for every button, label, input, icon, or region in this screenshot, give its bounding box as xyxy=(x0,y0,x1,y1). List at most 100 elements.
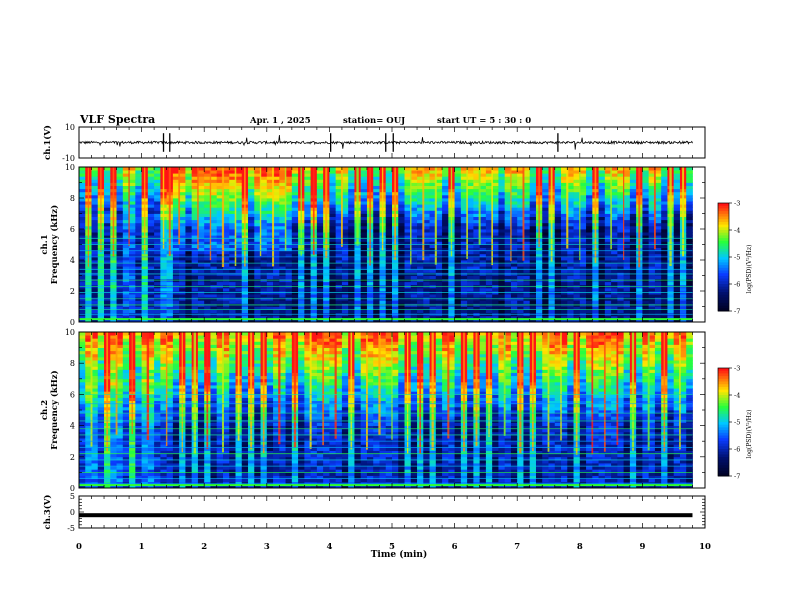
psd-cell xyxy=(404,260,412,264)
psd-cell xyxy=(661,204,668,208)
psd-cell xyxy=(498,281,506,286)
psd-cell xyxy=(673,213,681,217)
psd-cell xyxy=(586,222,593,227)
psd-cell xyxy=(573,198,581,202)
psd-cell xyxy=(204,232,211,236)
psd-cell xyxy=(548,260,556,264)
psd-cell xyxy=(222,294,230,298)
psd-cell xyxy=(229,225,236,230)
psd-cell xyxy=(542,266,549,270)
psd-cell xyxy=(229,216,236,221)
psd-cell xyxy=(398,253,405,258)
psd-cell xyxy=(291,207,299,211)
psd-cell xyxy=(154,238,161,242)
psd-cell xyxy=(673,232,681,236)
psd-cell xyxy=(417,191,424,196)
psd-cell xyxy=(348,235,355,239)
psd-cell xyxy=(129,222,136,227)
psd-cell xyxy=(510,294,518,298)
psd-cell xyxy=(379,260,387,264)
psd-cell xyxy=(210,235,218,239)
psd-cell xyxy=(586,185,593,190)
psd-cell xyxy=(348,263,355,267)
psd-cell xyxy=(485,294,493,298)
psd-cell xyxy=(285,204,293,208)
psd-cell xyxy=(611,167,618,171)
psd-cell xyxy=(529,309,537,314)
psd-cell xyxy=(567,198,574,202)
psd-cell xyxy=(423,198,430,202)
psd-cell xyxy=(435,216,443,221)
psd-cell xyxy=(523,318,531,323)
psd-cell xyxy=(598,238,606,242)
psd-cell xyxy=(229,287,236,292)
psd-cell xyxy=(210,198,218,202)
psd-cell xyxy=(554,315,562,320)
psd-cell xyxy=(154,179,161,183)
psd-cell xyxy=(442,318,449,323)
psd-cell xyxy=(122,176,130,180)
psd-cell xyxy=(360,250,368,255)
psd-cell xyxy=(279,263,286,267)
psd-cell xyxy=(191,204,199,208)
psd-cell xyxy=(586,266,593,270)
psd-cell xyxy=(423,207,430,211)
psd-cell xyxy=(304,222,312,227)
psd-cell xyxy=(623,244,631,248)
psd-cell xyxy=(417,260,424,264)
psd-cell xyxy=(79,315,86,320)
psd-cell xyxy=(579,263,587,267)
psd-cell xyxy=(316,253,324,258)
psd-cell xyxy=(279,235,286,239)
psd-cell xyxy=(116,256,124,261)
psd-cell xyxy=(442,309,449,314)
psd-cell xyxy=(548,275,556,279)
psd-cell xyxy=(316,260,324,264)
psd-cell xyxy=(260,176,268,180)
psd-cell xyxy=(467,300,474,304)
psd-cell xyxy=(185,201,193,205)
psd-cell xyxy=(291,179,299,183)
psd-cell xyxy=(329,204,337,208)
psd-cell xyxy=(348,275,355,279)
psd-cell xyxy=(492,182,499,186)
psd-cell xyxy=(135,229,142,233)
psd-cell xyxy=(611,275,618,279)
psd-cell xyxy=(385,244,393,248)
psd-cell xyxy=(611,253,618,258)
psd-cell xyxy=(254,241,261,245)
psd-cell xyxy=(172,263,180,267)
psd-cell xyxy=(529,247,537,252)
psd-cell xyxy=(442,300,449,304)
psd-cell xyxy=(561,250,568,255)
psd-cell xyxy=(479,250,487,255)
psd-cell xyxy=(561,216,568,221)
psd-cell xyxy=(254,229,261,233)
psd-cell xyxy=(442,287,449,292)
psd-cell xyxy=(285,315,293,320)
psd-cell xyxy=(567,256,574,261)
psd-cell xyxy=(554,253,562,258)
psd-cell xyxy=(97,294,105,298)
psd-cell xyxy=(510,250,518,255)
psd-cell xyxy=(492,204,499,208)
psd-cell xyxy=(304,167,312,171)
psd-cell xyxy=(567,179,574,183)
psd-cell xyxy=(204,201,211,205)
psd-cell xyxy=(435,306,443,310)
psd-cell xyxy=(454,179,462,183)
psd-cell xyxy=(291,266,299,270)
psd-cell xyxy=(341,170,349,174)
psd-cell xyxy=(492,256,499,261)
psd-cell xyxy=(273,263,280,267)
psd-cell xyxy=(648,294,656,298)
psd-cell xyxy=(423,188,430,193)
psd-cell xyxy=(285,210,293,214)
psd-cell xyxy=(498,194,506,199)
psd-cell xyxy=(154,219,161,224)
psd-cell xyxy=(204,185,211,190)
psd-cell xyxy=(492,232,499,236)
psd-cell xyxy=(316,250,324,255)
psd-cell xyxy=(122,318,130,323)
psd-cell xyxy=(479,309,487,314)
